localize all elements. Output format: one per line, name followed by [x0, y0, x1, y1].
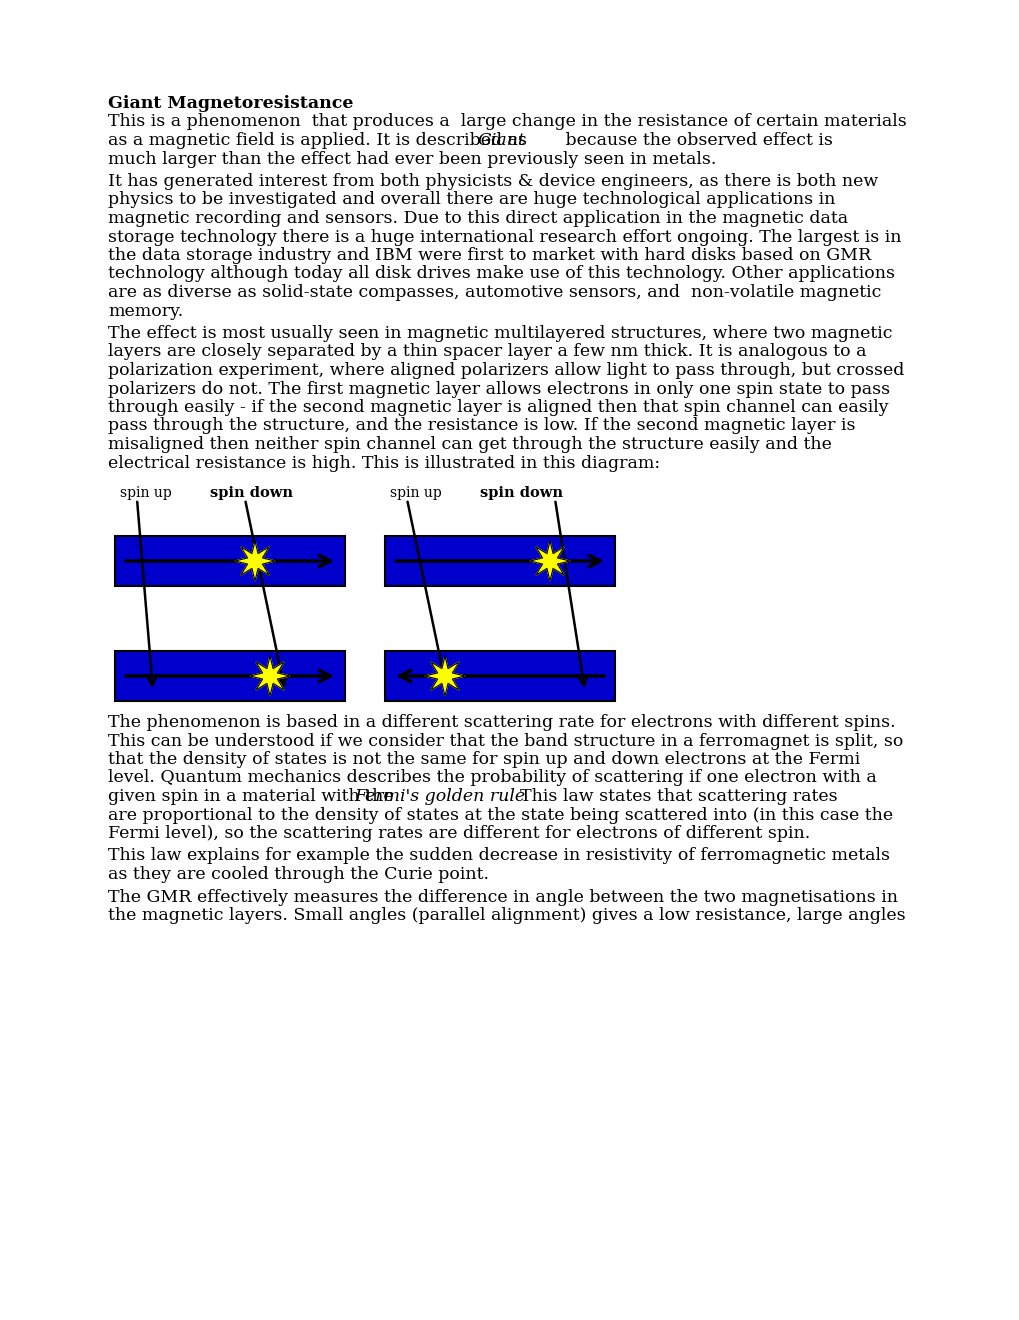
- Text: storage technology there is a huge international research effort ongoing. The la: storage technology there is a huge inter…: [108, 228, 901, 246]
- Text: level. Quantum mechanics describes the probability of scattering if one electron: level. Quantum mechanics describes the p…: [108, 770, 876, 787]
- Text: It has generated interest from both physicists & device engineers, as there is b: It has generated interest from both phys…: [108, 173, 877, 190]
- Text: The effect is most usually seen in magnetic multilayered structures, where two m: The effect is most usually seen in magne…: [108, 325, 892, 342]
- Text: The phenomenon is based in a different scattering rate for electrons with differ: The phenomenon is based in a different s…: [108, 714, 895, 731]
- Polygon shape: [425, 656, 465, 696]
- Text: electrical resistance is high. This is illustrated in this diagram:: electrical resistance is high. This is i…: [108, 454, 659, 471]
- Text: misaligned then neither spin channel can get through the structure easily and th: misaligned then neither spin channel can…: [108, 436, 832, 453]
- Text: are proportional to the density of states at the state being scattered into (in : are proportional to the density of state…: [108, 807, 893, 824]
- Polygon shape: [530, 541, 570, 581]
- Polygon shape: [250, 656, 289, 696]
- Text: that the density of states is not the same for spin up and down electrons at the: that the density of states is not the sa…: [108, 751, 859, 768]
- Text: layers are closely separated by a thin spacer layer a few nm thick. It is analog: layers are closely separated by a thin s…: [108, 343, 866, 360]
- Text: polarization experiment, where aligned polarizers allow light to pass through, b: polarization experiment, where aligned p…: [108, 362, 904, 379]
- Bar: [384, 536, 614, 586]
- Text: This law explains for example the sudden decrease in resistivity of ferromagneti: This law explains for example the sudden…: [108, 847, 890, 865]
- Text: are as diverse as solid-state compasses, automotive sensors, and  non-volatile m: are as diverse as solid-state compasses,…: [108, 284, 880, 301]
- Bar: [115, 651, 344, 701]
- Text: spin up: spin up: [120, 486, 171, 500]
- Bar: [115, 536, 344, 586]
- Text: Giant Magnetoresistance: Giant Magnetoresistance: [108, 95, 354, 112]
- Text: Fermi's golden rule: Fermi's golden rule: [355, 788, 525, 805]
- Text: pass through the structure, and the resistance is low. If the second magnetic la: pass through the structure, and the resi…: [108, 417, 855, 434]
- Polygon shape: [234, 541, 275, 581]
- Text: the magnetic layers. Small angles (parallel alignment) gives a low resistance, l: the magnetic layers. Small angles (paral…: [108, 907, 905, 924]
- Text: through easily - if the second magnetic layer is aligned then that spin channel : through easily - if the second magnetic …: [108, 399, 888, 416]
- Text: technology although today all disk drives make use of this technology. Other app: technology although today all disk drive…: [108, 265, 894, 282]
- Text: Giant: Giant: [477, 132, 525, 149]
- Bar: [384, 651, 614, 701]
- Text: the data storage industry and IBM were first to market with hard disks based on : the data storage industry and IBM were f…: [108, 247, 870, 264]
- Text: magnetic recording and sensors. Due to this direct application in the magnetic d: magnetic recording and sensors. Due to t…: [108, 210, 847, 227]
- Text: physics to be investigated and overall there are huge technological applications: physics to be investigated and overall t…: [108, 191, 835, 209]
- Text: spin down: spin down: [480, 486, 562, 500]
- Text: The GMR effectively measures the difference in angle between the two magnetisati: The GMR effectively measures the differe…: [108, 888, 897, 906]
- Text: as a magnetic field is applied. It is described as       because the observed ef: as a magnetic field is applied. It is de…: [108, 132, 833, 149]
- Text: This can be understood if we consider that the band structure in a ferromagnet i: This can be understood if we consider th…: [108, 733, 903, 750]
- Text: This is a phenomenon  that produces a  large change in the resistance of certain: This is a phenomenon that produces a lar…: [108, 114, 906, 131]
- Text: Fermi level), so the scattering rates are different for electrons of different s: Fermi level), so the scattering rates ar…: [108, 825, 809, 842]
- Text: given spin in a material with the                    .  This law states that sca: given spin in a material with the . This…: [108, 788, 837, 805]
- Text: polarizers do not. The first magnetic layer allows electrons in only one spin st: polarizers do not. The first magnetic la…: [108, 380, 890, 397]
- Text: much larger than the effect had ever been previously seen in metals.: much larger than the effect had ever bee…: [108, 150, 715, 168]
- Text: spin down: spin down: [210, 486, 292, 500]
- Text: memory.: memory.: [108, 302, 183, 319]
- Text: spin up: spin up: [389, 486, 441, 500]
- Text: as they are cooled through the Curie point.: as they are cooled through the Curie poi…: [108, 866, 488, 883]
